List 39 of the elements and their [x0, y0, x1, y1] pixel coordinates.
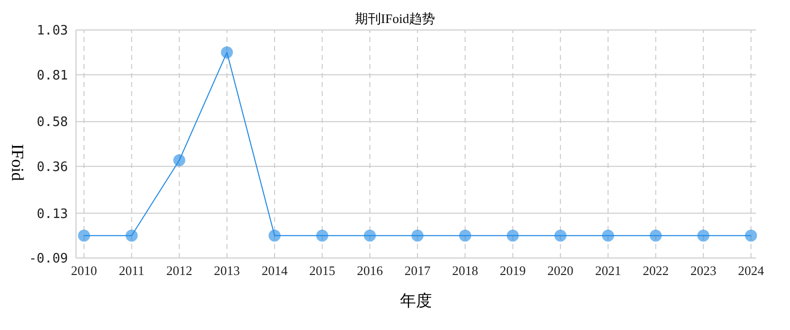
x-tick-label: 2014	[262, 263, 288, 278]
x-tick-label: 2020	[547, 263, 574, 278]
point	[459, 230, 472, 242]
x-tick-label: 2012	[166, 263, 192, 278]
point	[602, 230, 614, 242]
y-tick-label: 1.03	[36, 24, 68, 39]
point	[220, 46, 233, 58]
y-tick-label: 0.36	[36, 160, 68, 176]
point	[650, 230, 662, 242]
y-tick-label: 0.58	[36, 115, 68, 130]
point	[554, 230, 566, 242]
point	[745, 230, 757, 242]
x-tick-label: 2022	[642, 263, 669, 278]
y-axis-title: IFoid	[8, 144, 27, 182]
x-tick-label: 2015	[309, 263, 336, 278]
x-tick-label: 2013	[214, 263, 240, 278]
point	[126, 230, 138, 242]
point	[412, 230, 424, 242]
point	[364, 230, 376, 242]
x-axis-title: 年度	[400, 292, 432, 310]
x-tick-label: 2019	[500, 263, 526, 278]
point	[78, 230, 90, 242]
point	[697, 230, 710, 242]
x-tick-label: 2021	[595, 263, 622, 278]
chart-title: 期刊IFoid趋势	[354, 11, 436, 26]
x-tick-label: 2011	[118, 263, 144, 278]
x-tick-label: 2016	[356, 263, 384, 278]
y-tick-label: 0.81	[36, 68, 68, 84]
x-tick-label: 2024	[738, 263, 764, 278]
point	[268, 230, 281, 242]
y-tick-label: -0.09	[28, 252, 68, 267]
x-tick-label: 2017	[404, 263, 431, 278]
x-tick-label: 2010	[71, 263, 97, 278]
point	[316, 230, 328, 242]
point	[506, 230, 519, 242]
point	[173, 154, 186, 166]
x-tick-label: 2018	[452, 263, 478, 278]
x-tick-label: 2023	[690, 263, 716, 278]
y-tick-label: 0.13	[36, 206, 68, 222]
